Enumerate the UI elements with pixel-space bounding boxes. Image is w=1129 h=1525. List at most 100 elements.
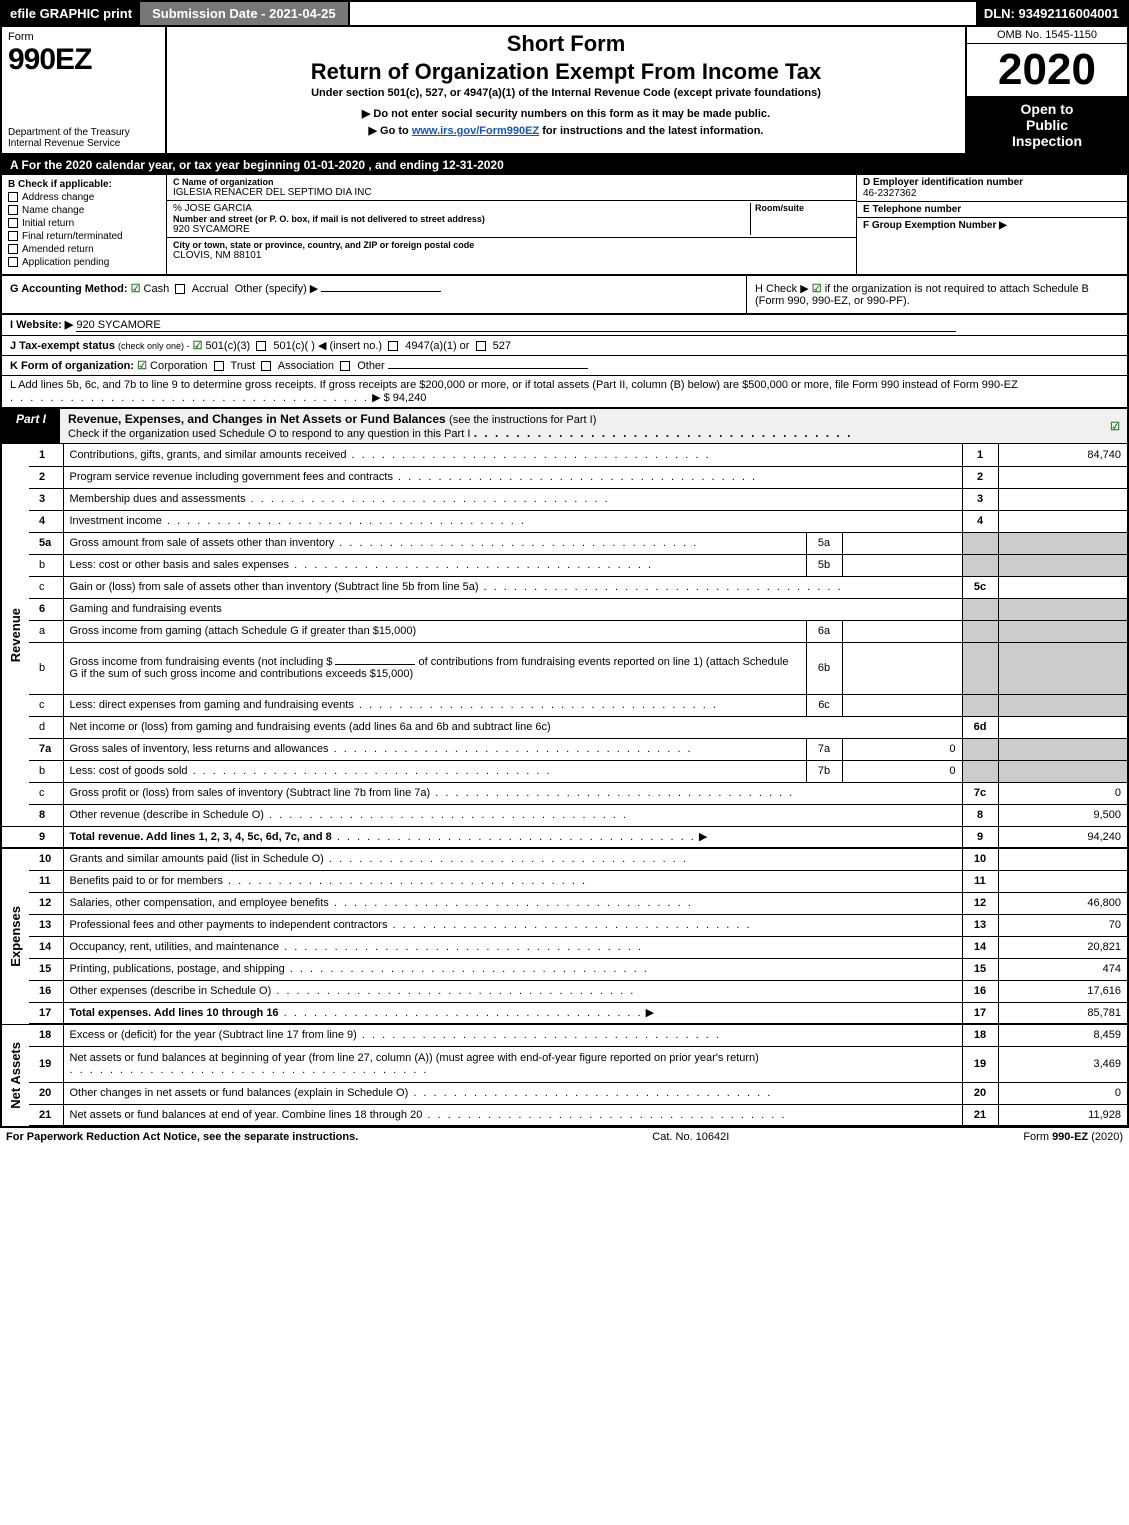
- line-7b: b Less: cost of goods sold 7b 0: [1, 760, 1128, 782]
- k-o3: Association: [278, 360, 334, 372]
- line-9: 9 Total revenue. Add lines 1, 2, 3, 4, 5…: [1, 826, 1128, 848]
- footer-right: Form 990-EZ (2020): [1023, 1131, 1123, 1143]
- chk-initial[interactable]: Initial return: [8, 218, 160, 229]
- chk-address[interactable]: Address change: [8, 192, 160, 203]
- chk-pending[interactable]: Application pending: [8, 257, 160, 268]
- line-16: 16 Other expenses (describe in Schedule …: [1, 980, 1128, 1002]
- part-i-title-text: Revenue, Expenses, and Changes in Net As…: [68, 412, 446, 426]
- open-line2: Public: [967, 117, 1127, 133]
- j-527-checkbox[interactable]: [476, 341, 486, 351]
- expenses-category: Expenses: [1, 848, 29, 1024]
- room-label: Room/suite: [755, 203, 850, 213]
- footer-left: For Paperwork Reduction Act Notice, see …: [6, 1131, 358, 1143]
- cash-check-icon: ☑: [131, 283, 141, 295]
- i-value: 920 SYCAMORE: [76, 319, 956, 332]
- l1-rnum: 1: [962, 444, 998, 466]
- submission-date: Submission Date - 2021-04-25: [140, 2, 350, 25]
- k-assoc-checkbox[interactable]: [261, 361, 271, 371]
- section-f: F Group Exemption Number ▶: [857, 218, 1127, 274]
- k-other-checkbox[interactable]: [340, 361, 350, 371]
- line-6d: d Net income or (loss) from gaming and f…: [1, 716, 1128, 738]
- line-3: 3 Membership dues and assessments 3: [1, 488, 1128, 510]
- l1-desc: Contributions, gifts, grants, and simila…: [70, 449, 347, 461]
- line-7a: 7a Gross sales of inventory, less return…: [1, 738, 1128, 760]
- h-check-icon: ☑: [812, 283, 822, 295]
- line-11: 11 Benefits paid to or for members 11: [1, 870, 1128, 892]
- net-assets-category: Net Assets: [1, 1024, 29, 1126]
- j-o1: 501(c)(3): [206, 340, 251, 352]
- section-g: G Accounting Method: ☑ Cash Accrual Othe…: [2, 276, 747, 313]
- city-label: City or town, state or province, country…: [173, 240, 850, 250]
- j-4947-checkbox[interactable]: [388, 341, 398, 351]
- department-label: Department of the Treasury Internal Reve…: [8, 127, 159, 149]
- line-13: 13 Professional fees and other payments …: [1, 914, 1128, 936]
- b-header: B Check if applicable:: [8, 179, 160, 190]
- g-accrual: Accrual: [192, 283, 229, 295]
- j-o4: 527: [493, 340, 511, 352]
- tax-period-bar: A For the 2020 calendar year, or tax yea…: [0, 155, 1129, 175]
- section-j: J Tax-exempt status (check only one) - ☑…: [0, 336, 1129, 356]
- i-label: I Website: ▶: [10, 319, 73, 331]
- h-text2: if the organization is not required to a…: [825, 283, 1089, 295]
- ein-value: 46-2327362: [863, 188, 1121, 199]
- open-line1: Open to: [967, 101, 1127, 117]
- k-o4: Other: [357, 360, 385, 372]
- info-grid: B Check if applicable: Address change Na…: [0, 175, 1129, 276]
- j-o2: 501(c)( ) ◀ (insert no.): [273, 340, 382, 352]
- tel-label: E Telephone number: [863, 204, 1121, 215]
- l1-val: 84,740: [998, 444, 1128, 466]
- chk-amended[interactable]: Amended return: [8, 244, 160, 255]
- part-i-checkbox[interactable]: ☑: [1103, 409, 1127, 443]
- street-value: 920 SYCAMORE: [173, 224, 750, 235]
- h-text3: (Form 990, 990-EZ, or 990-PF).: [755, 295, 910, 307]
- return-title: Return of Organization Exempt From Incom…: [175, 59, 957, 85]
- line-5a: 5a Gross amount from sale of assets othe…: [1, 532, 1128, 554]
- part-i-title: Revenue, Expenses, and Changes in Net As…: [60, 409, 1103, 443]
- line-12: 12 Salaries, other compensation, and emp…: [1, 892, 1128, 914]
- l-text: L Add lines 5b, 6c, and 7b to line 9 to …: [10, 379, 1018, 391]
- city-value: CLOVIS, NM 88101: [173, 250, 850, 261]
- top-bar: efile GRAPHIC print Submission Date - 20…: [0, 0, 1129, 27]
- chk-name[interactable]: Name change: [8, 205, 160, 216]
- c-street-row: % JOSE GARCIA Number and street (or P. O…: [167, 201, 856, 238]
- goto-link[interactable]: www.irs.gov/Form990EZ: [412, 125, 539, 137]
- line-7c: c Gross profit or (loss) from sales of i…: [1, 782, 1128, 804]
- under-section-text: Under section 501(c), 527, or 4947(a)(1)…: [175, 87, 957, 99]
- j-501c-checkbox[interactable]: [256, 341, 266, 351]
- accrual-checkbox[interactable]: [175, 284, 185, 294]
- chk-final[interactable]: Final return/terminated: [8, 231, 160, 242]
- org-name: IGLESIA RENACER DEL SEPTIMO DIA INC: [173, 187, 850, 198]
- part-i-sub: (see the instructions for Part I): [449, 414, 596, 426]
- c-name-label: C Name of organization: [173, 177, 850, 187]
- goto-pre: ▶ Go to: [369, 125, 412, 137]
- k-o1: Corporation: [150, 360, 207, 372]
- line-6a: a Gross income from gaming (attach Sched…: [1, 620, 1128, 642]
- section-i: I Website: ▶ 920 SYCAMORE: [0, 315, 1129, 336]
- dept-line2: Internal Revenue Service: [8, 138, 120, 149]
- page-footer: For Paperwork Reduction Act Notice, see …: [0, 1127, 1129, 1146]
- section-d: D Employer identification number 46-2327…: [857, 175, 1127, 202]
- omb-number: OMB No. 1545-1150: [967, 27, 1127, 44]
- line-20: 20 Other changes in net assets or fund b…: [1, 1082, 1128, 1104]
- line-14: 14 Occupancy, rent, utilities, and maint…: [1, 936, 1128, 958]
- l-value: 94,240: [393, 392, 427, 404]
- section-l: L Add lines 5b, 6c, and 7b to line 9 to …: [0, 376, 1129, 409]
- l1-num: 1: [29, 444, 63, 466]
- ssn-warning: ▶ Do not enter social security numbers o…: [175, 107, 957, 120]
- efile-label[interactable]: efile GRAPHIC print: [2, 2, 140, 25]
- j-sub: (check only one) -: [118, 341, 190, 351]
- k-trust-checkbox[interactable]: [214, 361, 224, 371]
- header-left: Form 990EZ Department of the Treasury In…: [2, 27, 167, 153]
- short-form-title: Short Form: [175, 31, 957, 57]
- part-i-header: Part I Revenue, Expenses, and Changes in…: [0, 409, 1129, 444]
- h-text1: H Check ▶: [755, 283, 809, 295]
- line-5b: b Less: cost or other basis and sales ex…: [1, 554, 1128, 576]
- k-o2: Trust: [231, 360, 256, 372]
- line-8: 8 Other revenue (describe in Schedule O)…: [1, 804, 1128, 826]
- line-6: 6 Gaming and fundraising events: [1, 598, 1128, 620]
- row-g-h: G Accounting Method: ☑ Cash Accrual Othe…: [0, 276, 1129, 315]
- street-label: Number and street (or P. O. box, if mail…: [173, 214, 750, 224]
- form-header: Form 990EZ Department of the Treasury In…: [0, 27, 1129, 155]
- line-17: 17 Total expenses. Add lines 10 through …: [1, 1002, 1128, 1024]
- j-label: J Tax-exempt status: [10, 340, 115, 352]
